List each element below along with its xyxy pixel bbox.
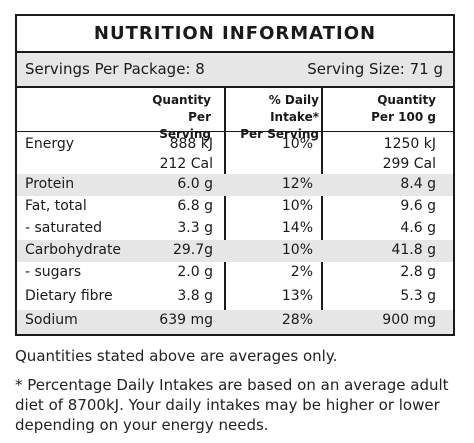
daily-intake: 12%	[281, 176, 313, 192]
qty-per-serving: 6.0 g	[177, 176, 213, 192]
servings-row: Servings Per Package: 8 Serving Size: 71…	[17, 53, 453, 86]
nutrient-name: Sodium	[25, 312, 78, 328]
table-row-dietary-fibre: Dietary fibre 3.8 g 13% 5.3 g	[17, 286, 453, 308]
serving-size: Serving Size: 71 g	[307, 60, 443, 78]
nutrient-name: - sugars	[25, 264, 82, 280]
table-row-sodium: Sodium 639 mg 28% 900 mg	[17, 310, 453, 334]
qty-per-100g: 9.6 g	[400, 198, 436, 214]
daily-intake: 13%	[281, 288, 313, 304]
value-line: 299 Cal	[382, 156, 436, 172]
qty-per-serving: 888 kJ 212 Cal	[127, 134, 213, 174]
nutrient-name: Carbohydrate	[25, 242, 122, 258]
column-divider	[224, 88, 226, 334]
table-row-energy: Energy 888 kJ 212 Cal 10% 1250 kJ 299 Ca…	[17, 134, 453, 174]
header-daily-intake: % Daily Intake* Per Serving	[228, 92, 319, 141]
table-row-sugars: - sugars 2.0 g 2% 2.8 g	[17, 262, 453, 284]
qty-per-serving: 6.8 g	[177, 198, 213, 214]
nutrient-name: - saturated	[25, 220, 103, 236]
header-line: Quantity Per	[152, 93, 211, 124]
qty-per-100g: 5.3 g	[400, 288, 436, 304]
qty-per-serving: 2.0 g	[177, 264, 213, 280]
column-divider	[321, 88, 323, 334]
value-line: 1250 kJ	[383, 136, 436, 152]
qty-per-serving: 3.8 g	[177, 288, 213, 304]
qty-per-serving: 3.3 g	[177, 220, 213, 236]
daily-intake: 10%	[281, 136, 313, 152]
averages-note: Quantities stated above are averages onl…	[15, 347, 338, 365]
daily-intake: 10%	[281, 242, 313, 258]
header-line: % Daily Intake*	[268, 93, 319, 124]
qty-per-serving: 639 mg	[159, 312, 213, 328]
qty-per-100g: 1250 kJ 299 Cal	[337, 134, 436, 174]
header-qty-per-serving: Quantity Per Serving	[127, 92, 211, 141]
nutrition-panel: NUTRITION INFORMATION Servings Per Packa…	[15, 14, 455, 336]
qty-per-serving: 29.7g	[172, 242, 213, 258]
daily-intake: 28%	[281, 312, 313, 328]
title-rule	[17, 51, 453, 53]
daily-intake: 10%	[281, 198, 313, 214]
qty-per-100g: 4.6 g	[400, 220, 436, 236]
header-line: Per 100 g	[371, 110, 436, 124]
nutrient-name: Fat, total	[25, 198, 87, 214]
qty-per-100g: 900 mg	[382, 312, 436, 328]
header-qty-per-100g: Quantity Per 100 g	[337, 92, 436, 128]
nutrient-name: Dietary fibre	[25, 288, 113, 304]
qty-per-100g: 8.4 g	[400, 176, 436, 192]
table-row-saturated: - saturated 3.3 g 14% 4.6 g	[17, 218, 453, 240]
panel-title: NUTRITION INFORMATION	[93, 23, 377, 44]
nutrient-name: Protein	[25, 176, 75, 192]
qty-per-100g: 41.8 g	[391, 242, 436, 258]
servings-rule	[17, 86, 453, 88]
header-line: Per Serving	[240, 127, 319, 141]
value-line: 888 kJ	[169, 136, 213, 152]
qty-per-100g: 2.8 g	[400, 264, 436, 280]
table-row-fat-total: Fat, total 6.8 g 10% 9.6 g	[17, 196, 453, 218]
daily-intake: 14%	[281, 220, 313, 236]
header-line: Quantity	[377, 93, 436, 107]
daily-intake: 2%	[290, 264, 313, 280]
header-line: Serving	[159, 127, 211, 141]
daily-intake-footnote: * Percentage Daily Intakes are based on …	[15, 376, 449, 434]
nutrient-name: Energy	[25, 136, 75, 152]
header-rule	[17, 131, 453, 132]
value-line: 212 Cal	[159, 156, 213, 172]
servings-per-package: Servings Per Package: 8	[25, 60, 205, 78]
table-row-carbohydrate: Carbohydrate 29.7g 10% 41.8 g	[17, 240, 453, 262]
table-row-protein: Protein 6.0 g 12% 8.4 g	[17, 174, 453, 196]
